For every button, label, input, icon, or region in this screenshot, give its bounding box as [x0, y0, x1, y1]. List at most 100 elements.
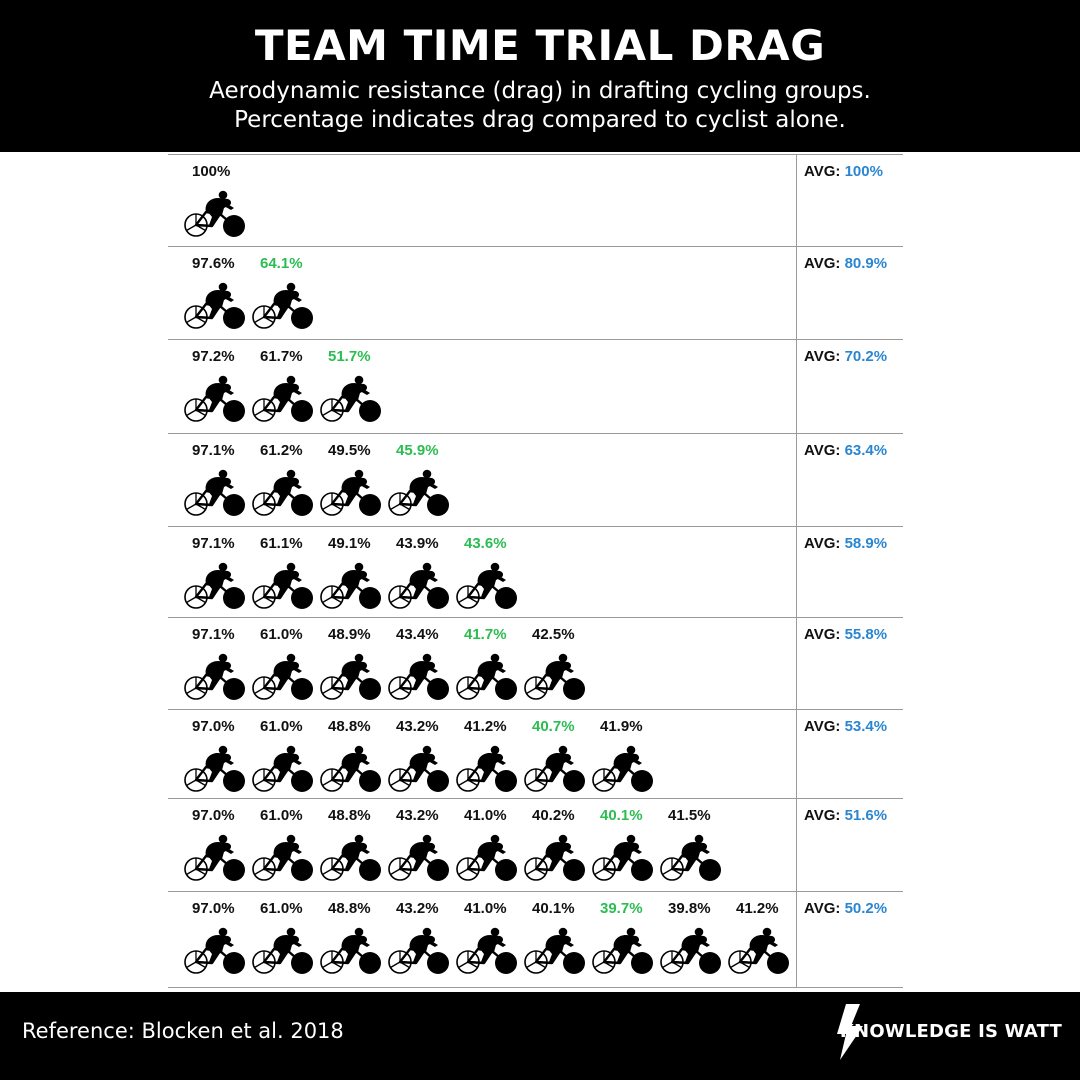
cyclist-icon	[522, 927, 586, 975]
drag-value: 97.2%	[192, 348, 235, 365]
group-row-2: 97.6% 64.1% AVG: 80.9%	[168, 246, 906, 339]
cyclist-icon	[454, 834, 518, 882]
avg-value: 55.8%	[844, 626, 888, 643]
drag-value: 61.7%	[260, 348, 303, 365]
row-divider	[168, 987, 903, 988]
cyclist-icon	[386, 653, 450, 701]
drag-value: 48.8%	[328, 807, 371, 824]
row-divider	[168, 798, 903, 799]
drag-value: 41.0%	[464, 807, 507, 824]
cyclist-icon	[182, 282, 246, 330]
drag-value: 49.1%	[328, 535, 371, 552]
average-drag: AVG: 70.2%	[804, 348, 887, 365]
drag-value: 97.1%	[192, 442, 235, 459]
cyclist-icon	[522, 653, 586, 701]
drag-value: 61.0%	[260, 626, 303, 643]
drag-value: 43.2%	[396, 718, 439, 735]
avg-column-divider	[796, 154, 797, 988]
cyclist-icon	[386, 745, 450, 793]
group-row-3: 97.2% 61.7% 51.7% AVG: 70.2%	[168, 339, 906, 432]
cyclist-icon	[726, 927, 790, 975]
cyclist-icon	[318, 562, 382, 610]
average-drag: AVG: 63.4%	[804, 442, 887, 459]
cyclist-icon	[658, 834, 722, 882]
group-row-5: 97.1% 61.1% 49.1% 43.9% 43.6% AVG: 58.9%	[168, 526, 906, 619]
drag-value: 61.0%	[260, 718, 303, 735]
brand-name: KNOWLEDGE IS WATT	[839, 1021, 1062, 1042]
drag-value: 42.5%	[532, 626, 575, 643]
cyclist-icon	[454, 927, 518, 975]
cyclist-icon	[318, 834, 382, 882]
average-drag: AVG: 80.9%	[804, 255, 887, 272]
avg-label: AVG:	[804, 255, 841, 272]
drag-value: 48.8%	[328, 718, 371, 735]
row-divider	[168, 246, 903, 247]
drag-value: 45.9%	[396, 442, 439, 459]
avg-label: AVG:	[804, 348, 841, 365]
cyclist-icon	[182, 375, 246, 423]
cyclist-icon	[386, 927, 450, 975]
cyclist-icon	[318, 745, 382, 793]
row-divider	[168, 526, 903, 527]
cyclist-icon	[250, 562, 314, 610]
cyclist-icon	[182, 562, 246, 610]
avg-value: 80.9%	[844, 255, 888, 272]
drag-value: 43.4%	[396, 626, 439, 643]
cyclist-icon	[250, 927, 314, 975]
cyclist-icon	[590, 834, 654, 882]
drag-value: 97.1%	[192, 626, 235, 643]
group-row-1: 100% AVG: 100%	[168, 154, 906, 247]
cyclist-icon	[182, 653, 246, 701]
average-drag: AVG: 51.6%	[804, 807, 887, 824]
cyclist-icon	[590, 927, 654, 975]
cyclist-icon	[386, 469, 450, 517]
drag-value: 41.2%	[736, 900, 779, 917]
drag-value: 49.5%	[328, 442, 371, 459]
drag-value: 97.0%	[192, 900, 235, 917]
drag-value: 43.2%	[396, 807, 439, 824]
drag-value: 48.8%	[328, 900, 371, 917]
drag-value: 61.2%	[260, 442, 303, 459]
drag-value: 64.1%	[260, 255, 303, 272]
drag-value: 97.6%	[192, 255, 235, 272]
cyclist-icon	[250, 375, 314, 423]
drag-value: 48.9%	[328, 626, 371, 643]
drag-value: 61.1%	[260, 535, 303, 552]
cyclist-icon	[250, 469, 314, 517]
drag-value: 41.9%	[600, 718, 643, 735]
group-row-9: 97.0% 61.0% 48.8% 43.2% 41.0% 40.1% 39.7% 39.8%…	[168, 891, 906, 984]
average-drag: AVG: 58.9%	[804, 535, 887, 552]
avg-label: AVG:	[804, 535, 841, 552]
avg-label: AVG:	[804, 807, 841, 824]
avg-label: AVG:	[804, 626, 841, 643]
cyclist-icon	[182, 834, 246, 882]
group-row-6: 97.1% 61.0% 48.9% 43.4% 41.7% 42.5% AVG: 55.8%	[168, 617, 906, 710]
drag-value: 40.7%	[532, 718, 575, 735]
drag-value: 61.0%	[260, 900, 303, 917]
drag-value: 40.1%	[600, 807, 643, 824]
avg-value: 63.4%	[844, 442, 888, 459]
drag-value: 97.0%	[192, 718, 235, 735]
drag-value: 39.8%	[668, 900, 711, 917]
cyclist-icon	[182, 469, 246, 517]
drag-value: 40.2%	[532, 807, 575, 824]
drag-value: 40.1%	[532, 900, 575, 917]
avg-value: 70.2%	[844, 348, 888, 365]
group-row-4: 97.1% 61.2% 49.5% 45.9% AVG: 63.4%	[168, 433, 906, 526]
footer-bar: Reference: Blocken et al. 2018 KNOWLEDGE…	[0, 992, 1080, 1080]
subtitle-line-1: Aerodynamic resistance (drag) in draftin…	[209, 78, 871, 104]
drag-value: 51.7%	[328, 348, 371, 365]
cyclist-icon	[658, 927, 722, 975]
group-row-7: 97.0% 61.0% 48.8% 43.2% 41.2% 40.7% 41.9% AVG: …	[168, 709, 906, 802]
average-drag: AVG: 53.4%	[804, 718, 887, 735]
cyclist-icon	[250, 745, 314, 793]
cyclist-icon	[522, 745, 586, 793]
average-drag: AVG: 55.8%	[804, 626, 887, 643]
cyclist-icon	[250, 834, 314, 882]
reference-text: Reference: Blocken et al. 2018	[22, 1019, 344, 1043]
page-title: TEAM TIME TRIAL DRAG	[254, 21, 826, 70]
cyclist-icon	[590, 745, 654, 793]
avg-label: AVG:	[804, 718, 841, 735]
cyclist-icon	[522, 834, 586, 882]
cyclist-icon	[454, 562, 518, 610]
